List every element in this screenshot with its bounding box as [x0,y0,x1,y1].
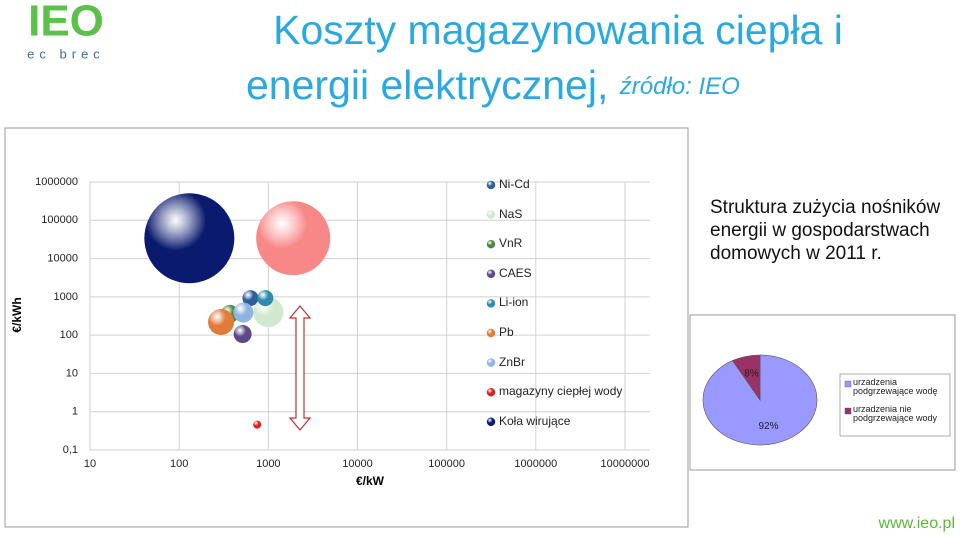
pie-value-label: 8% [744,368,759,379]
legend-item: magazyny ciepłej wody [499,384,623,399]
legend-box [839,373,951,437]
legend-label: VnR [499,236,523,251]
legend-marker [486,239,496,249]
legend-swatch [844,380,852,388]
chart-frame [4,127,689,528]
legend-label: ZnBr [499,354,526,369]
legend-label: NaS [499,206,523,221]
x-tick-label: 10000 [342,458,373,470]
bubble [233,325,252,344]
legend-marker [486,417,496,427]
x-tick-label: 100000 [428,458,465,470]
source: źródło: IEO [619,73,740,100]
legend-item: urzadzenia podgrzewające wodę [853,378,938,396]
pie-slice [732,354,761,401]
bubble-chart: 0,1 1 10 100 1000 10000 100000 1000000 10 100 1000… [10,176,650,488]
logo: IEO [28,0,104,46]
legend-marker [486,210,496,219]
y-tick-label: 0,1 [63,444,78,456]
bubble [257,290,274,307]
bubble [208,309,235,336]
pie-chart: 92% 8% urzadzenia podgrzewające wodę urzadz… [702,354,951,446]
x-axis-title: €/kW [356,474,385,488]
legend-item: CAES [499,265,532,280]
range-arrow [288,305,312,431]
bubble [253,420,262,429]
y-tick-label: 1000000 [35,176,78,188]
legend-item: Pb [499,325,514,339]
legend-item: ZnBr [499,354,526,369]
bubble [144,193,235,284]
legend-item: NaS [499,206,523,221]
y-axis-title: €/kWh [10,297,24,332]
side-text-box: Struktura zużycia nośników energii w gos… [710,197,941,264]
legend-label: urzadzenia podgrzewające wodę [853,378,938,396]
legend-swatch [844,407,852,415]
legend-label: urzadzenia nie podgrzewające wody [853,405,938,423]
legend-item: urzadzenia nie podgrzewające wody [853,405,938,423]
legend-label: magazyny ciepłej wody [499,384,623,399]
legend-item: Koła wirujące [499,413,571,428]
legend-marker [486,180,496,190]
title: energii elektrycznej, źródło: IEO [246,62,740,108]
footer: www.ieo.pl [878,515,955,532]
legend-marker [486,328,496,338]
bubble [242,290,259,307]
y-tick-label: 100 [60,329,78,341]
title: Koszty magazynowania ciepła i [273,7,843,53]
y-tick-label: 10 [66,367,78,379]
legend-label: Koła wirujące [499,413,571,428]
side-text: Struktura zużycia nośników energii w gos… [710,197,941,264]
y-tick-label: 1000 [54,291,78,303]
title: energii elektrycznej, [246,62,608,108]
y-tick-label: 10000 [47,252,78,264]
y-tick-label: 1 [72,406,78,418]
pie-value-label: 92% [758,421,778,432]
x-tick-label: 10000000 [601,458,650,470]
y-tick-label: 100000 [41,214,78,226]
x-tick-label: 10 [84,458,96,470]
legend-label: Pb [499,325,514,339]
legend-label: Li-ion [499,295,529,310]
bubble [233,302,254,323]
legend-marker [486,387,496,397]
legend-label: Ni-Cd [499,177,530,191]
x-tick-label: 1000000 [514,458,557,470]
legend-item: VnR [499,236,523,251]
legend-marker [486,269,496,279]
legend-marker [486,358,496,367]
x-tick-label: 100 [170,458,188,470]
legend-item: Li-ion [499,295,529,310]
logo-tagline: ec brec [27,46,105,61]
legend-label: CAES [499,265,532,280]
legend-marker [486,299,496,308]
legend-item: Ni-Cd [499,177,530,191]
bubble [256,201,331,276]
x-tick-label: 1000 [256,458,280,470]
